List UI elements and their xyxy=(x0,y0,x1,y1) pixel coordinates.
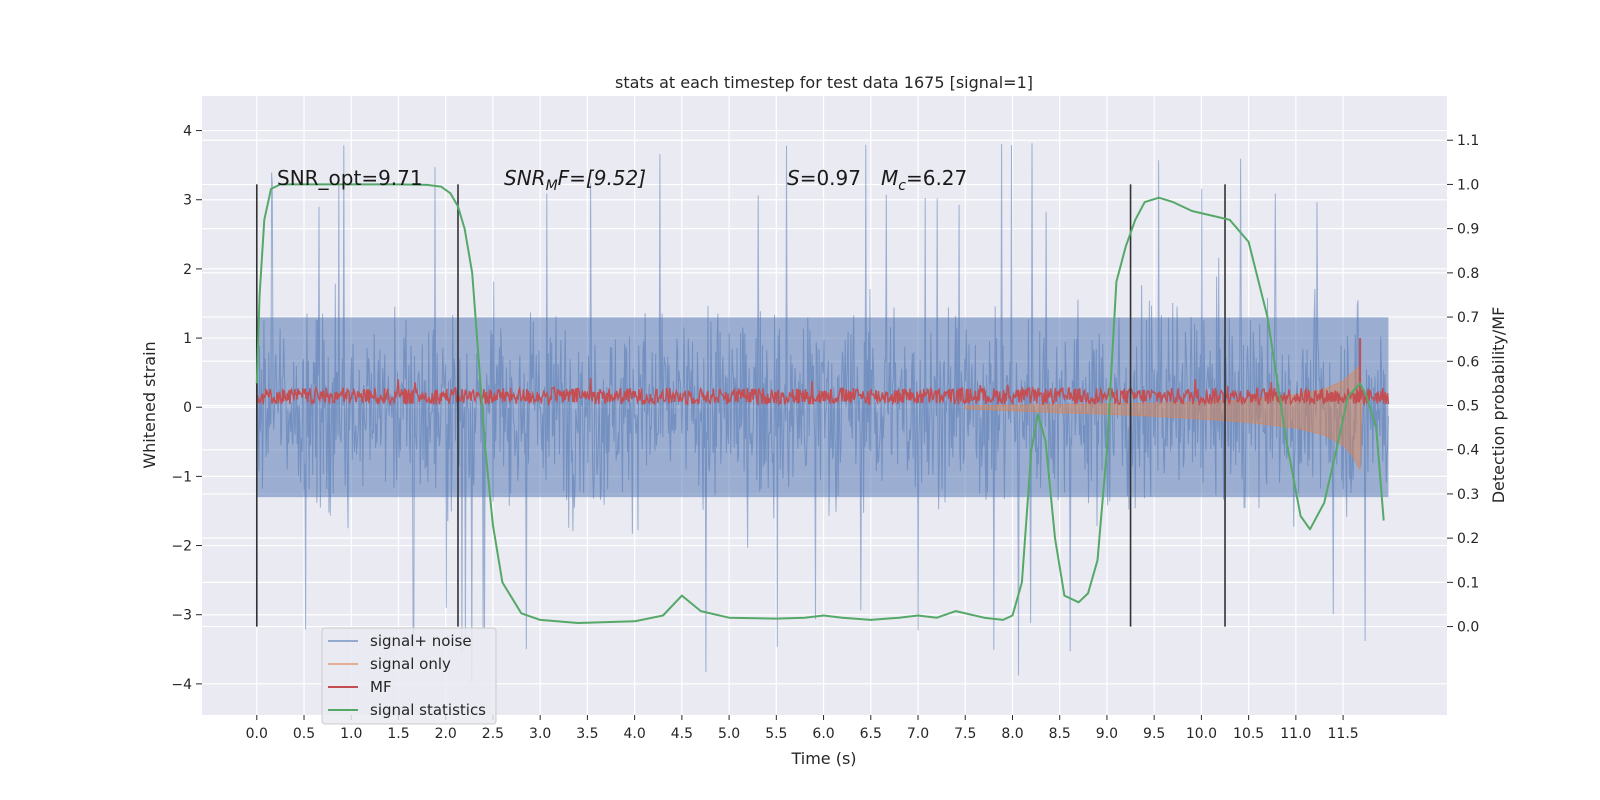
y-tick-label: 4 xyxy=(183,124,192,140)
snr-mf-symbol: SNR xyxy=(504,166,546,190)
x-tick-label: 0.0 xyxy=(246,726,268,742)
mc-symbol: M xyxy=(881,166,898,190)
x-tick-label: 2.0 xyxy=(435,726,457,742)
x-tick-label: 9.0 xyxy=(1096,726,1118,742)
x-tick-label: 0.5 xyxy=(293,726,315,742)
x-tick-label: 9.5 xyxy=(1143,726,1165,742)
mf-series xyxy=(256,338,1390,407)
x-tick-label: 6.0 xyxy=(812,726,834,742)
snr-opt-annotation: SNR_opt=9.71 xyxy=(277,166,423,190)
x-tick-label: 1.5 xyxy=(387,726,409,742)
legend-box xyxy=(321,627,497,725)
right-tick-label: 0.4 xyxy=(1457,443,1479,459)
x-tick-label: 4.5 xyxy=(671,726,693,742)
right-tick-label: 0.9 xyxy=(1457,222,1479,238)
y-tick-label: 2 xyxy=(183,262,192,278)
x-tick-label: 8.5 xyxy=(1049,726,1071,742)
chart-title: stats at each timestep for test data 167… xyxy=(615,73,1033,92)
mc-annotation: Mc=6.27 xyxy=(881,166,967,194)
legend-label-noise: signal+ noise xyxy=(370,632,472,650)
y-tick-label: 1 xyxy=(183,331,192,347)
legend-label-signal-only: signal only xyxy=(370,655,451,673)
x-tick-label: 6.5 xyxy=(860,726,882,742)
mc-subscript: c xyxy=(898,178,906,194)
y-tick-label: 0 xyxy=(183,400,192,416)
x-tick-label: 3.5 xyxy=(576,726,598,742)
right-tick-label: 0.7 xyxy=(1457,310,1479,326)
right-tick-label: 0.1 xyxy=(1457,575,1479,591)
y-tick-label: 3 xyxy=(183,193,192,209)
legend-label-mf: MF xyxy=(370,678,392,696)
right-axis-label: Detection probability/MF xyxy=(1489,307,1508,504)
snr-mf-annotation: SNRMF=[9.52] xyxy=(504,166,646,194)
x-tick-label: 4.0 xyxy=(623,726,645,742)
right-tick-label: 0.6 xyxy=(1457,354,1479,370)
x-tick-label: 11.5 xyxy=(1328,726,1359,742)
mc-value: =6.27 xyxy=(906,166,967,190)
s-value: =0.97 xyxy=(800,166,861,190)
y-tick-label: −3 xyxy=(171,608,192,624)
y-axis-ticks: 4 3 2 1 0 −1 −2 −3 −4 xyxy=(171,124,202,693)
right-tick-label: 0.8 xyxy=(1457,266,1479,282)
x-tick-label: 3.0 xyxy=(529,726,551,742)
x-tick-label: 2.5 xyxy=(482,726,504,742)
legend: signal+ noise signal only MF signal stat… xyxy=(321,627,497,725)
x-axis-ticks: 0.0 0.5 1.0 1.5 2.0 2.5 3.0 3.5 4.0 4.5 5.0 5.5 6.0 6… xyxy=(246,715,1359,742)
x-tick-label: 5.5 xyxy=(765,726,787,742)
snr-mf-subscript: M xyxy=(546,178,558,194)
legend-label-stats: signal statistics xyxy=(370,701,486,719)
vertical-markers xyxy=(255,184,1226,627)
right-tick-label: 0.0 xyxy=(1457,620,1479,636)
right-tick-label: 1.1 xyxy=(1457,133,1479,149)
x-tick-label: 10.5 xyxy=(1233,726,1264,742)
x-axis-label: Time (s) xyxy=(790,749,856,768)
x-tick-label: 7.0 xyxy=(907,726,929,742)
y-tick-label: −1 xyxy=(171,469,192,485)
x-tick-label: 8.0 xyxy=(1001,726,1023,742)
x-tick-label: 7.5 xyxy=(954,726,976,742)
x-tick-label: 1.0 xyxy=(340,726,362,742)
signal-statistics-line xyxy=(255,183,1385,624)
snr-mf-value: F=[9.52] xyxy=(558,166,646,190)
right-tick-label: 0.5 xyxy=(1457,399,1479,415)
y-axis-label: Whitened strain xyxy=(140,341,159,468)
y-tick-label: −4 xyxy=(171,677,192,693)
noise-trace xyxy=(256,143,1389,683)
x-tick-label: 5.0 xyxy=(718,726,740,742)
x-tick-label: 11.0 xyxy=(1280,726,1311,742)
signal-statistics-series xyxy=(255,183,1385,624)
mf-trace xyxy=(256,377,1390,407)
y-tick-label: −2 xyxy=(171,539,192,555)
s-symbol: S xyxy=(787,166,800,190)
right-tick-label: 0.2 xyxy=(1457,531,1479,547)
right-axis-ticks: 1.1 1.0 0.9 0.8 0.7 0.6 0.5 0.4 0.3 0.2 0.1 0.0 xyxy=(1447,133,1479,636)
s-annotation: S=0.97 xyxy=(787,166,861,190)
x-tick-label: 10.0 xyxy=(1186,726,1217,742)
right-tick-label: 0.3 xyxy=(1457,487,1479,503)
right-tick-label: 1.0 xyxy=(1457,177,1479,193)
